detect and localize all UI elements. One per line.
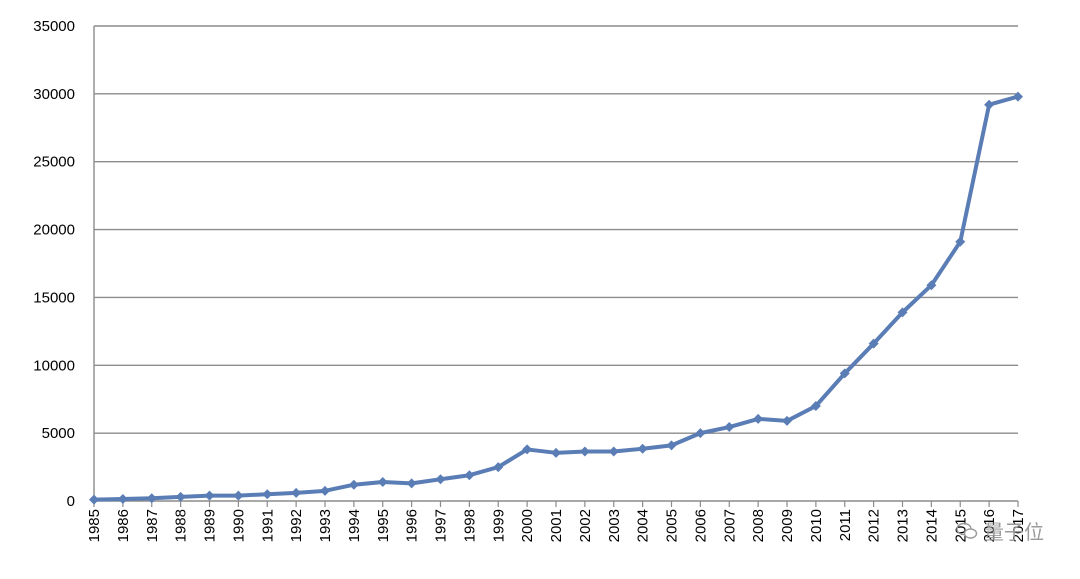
- y-tick-labels: 0 5000 10000 15000 20000 25000 30000 35000: [33, 18, 75, 510]
- watermark: 量子位: [956, 516, 1044, 545]
- data-point-2003: [608, 446, 619, 457]
- data-point-1994: [348, 479, 359, 490]
- x-tick-label: 1987: [144, 509, 161, 542]
- x-tick-label: 2014: [923, 509, 940, 542]
- y-tick-label: 35000: [33, 18, 75, 35]
- x-tick-label: 1992: [288, 509, 305, 542]
- x-tick-label: 1993: [317, 509, 334, 542]
- x-tick-label: 2002: [577, 509, 594, 542]
- x-tick-label: 1996: [404, 509, 421, 542]
- x-tick-label: 1985: [86, 509, 103, 542]
- x-tick-label: 2013: [895, 509, 912, 542]
- x-tick-label: 2003: [606, 509, 623, 542]
- wechat-icon: [956, 522, 978, 539]
- x-tick-label: 2012: [866, 509, 883, 542]
- data-point-1998: [464, 470, 475, 481]
- data-point-2002: [579, 446, 590, 457]
- data-point-2017: [1013, 91, 1023, 102]
- x-tick-label: 2011: [837, 509, 854, 541]
- x-tick-label: 1986: [115, 509, 132, 542]
- x-tick-label: 1989: [202, 509, 219, 542]
- x-tick-label: 1998: [461, 509, 478, 542]
- data-point-2000: [522, 444, 533, 455]
- data-point-2010: [810, 401, 821, 411]
- data-point-1989: [204, 490, 215, 501]
- x-tick-label: 2001: [548, 509, 565, 542]
- data-point-1988: [175, 491, 186, 502]
- y-tick-label: 5000: [42, 425, 75, 442]
- x-tick-label: 1991: [259, 509, 276, 542]
- y-tick-label: 0: [67, 493, 75, 510]
- data-point-2009: [782, 415, 792, 426]
- data-point-1993: [320, 485, 330, 496]
- data-point-2012: [868, 338, 879, 349]
- data-point-2014: [926, 280, 937, 291]
- data-point-2016: [984, 99, 995, 110]
- x-tick-label: 2004: [635, 509, 652, 542]
- axes: [93, 26, 1019, 507]
- y-tick-label: 25000: [33, 154, 75, 171]
- x-tick-label: 1999: [490, 509, 507, 542]
- watermark-text: 量子位: [984, 520, 1044, 544]
- data-point-2015: [955, 236, 966, 247]
- data-point-2001: [551, 447, 561, 458]
- x-tick-label: 1997: [433, 509, 450, 542]
- x-tick-label: 2010: [808, 509, 825, 542]
- data-point-1992: [291, 487, 302, 498]
- data-point-2013: [897, 307, 908, 318]
- data-point-2006: [695, 428, 706, 439]
- x-tick-label: 1988: [173, 509, 190, 542]
- data-series: [89, 91, 1023, 505]
- x-tick-label: 2000: [519, 509, 536, 542]
- x-tick-label: 2017: [1010, 509, 1027, 542]
- data-point-1999: [493, 462, 504, 473]
- data-point-2004: [637, 443, 648, 454]
- x-tick-label: 1990: [230, 509, 247, 542]
- data-point-1997: [435, 474, 446, 485]
- x-tick-label: 2008: [750, 509, 767, 542]
- data-point-1985: [89, 494, 99, 505]
- data-point-1991: [262, 489, 273, 500]
- x-tick-label: 2005: [664, 509, 681, 542]
- y-tick-label: 20000: [33, 222, 75, 239]
- data-point-1986: [117, 493, 128, 504]
- x-tick-label: 2016: [981, 509, 998, 542]
- gridlines: [94, 25, 1018, 434]
- y-tick-label: 10000: [33, 357, 75, 374]
- data-point-2011: [839, 368, 850, 379]
- x-tick-label: 1994: [346, 509, 363, 542]
- y-tick-label: 15000: [33, 289, 75, 306]
- x-tick-label: 2009: [779, 509, 796, 542]
- data-point-1996: [406, 478, 417, 489]
- data-point-1995: [377, 477, 388, 487]
- x-tick-label: 2006: [692, 509, 709, 542]
- data-point-1987: [146, 493, 157, 504]
- x-tick-labels: 1985 1986 1987 1988 1989 1990 1991 1992 1993 1994…: [86, 509, 1027, 542]
- data-point-1990: [233, 490, 244, 501]
- y-tick-label: 30000: [33, 86, 75, 103]
- x-tick-label: 2007: [721, 509, 738, 542]
- data-point-2007: [724, 422, 735, 433]
- x-tick-label: 1995: [375, 509, 392, 542]
- data-point-2005: [666, 440, 677, 451]
- data-point-2008: [753, 413, 764, 424]
